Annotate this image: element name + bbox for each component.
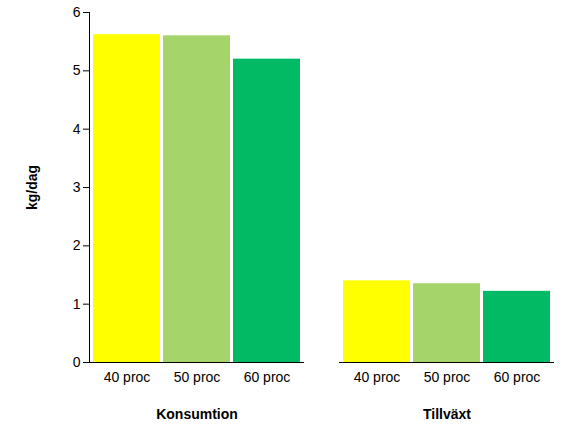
svg-text:60 proc: 60 proc xyxy=(494,369,541,385)
svg-text:5: 5 xyxy=(73,62,81,78)
svg-text:3: 3 xyxy=(73,179,81,195)
svg-text:kg/dag: kg/dag xyxy=(24,165,40,210)
svg-text:50 proc: 50 proc xyxy=(424,369,471,385)
svg-text:Tillväxt: Tillväxt xyxy=(423,406,471,422)
svg-text:2: 2 xyxy=(73,237,81,253)
svg-text:4: 4 xyxy=(73,121,81,137)
svg-text:0: 0 xyxy=(73,354,81,370)
svg-text:40 proc: 40 proc xyxy=(104,369,151,385)
svg-text:60 proc: 60 proc xyxy=(244,369,291,385)
svg-text:50 proc: 50 proc xyxy=(174,369,221,385)
svg-text:40 proc: 40 proc xyxy=(354,369,401,385)
svg-text:6: 6 xyxy=(73,4,81,20)
svg-text:Konsumtion: Konsumtion xyxy=(156,406,238,422)
svg-text:1: 1 xyxy=(73,296,81,312)
